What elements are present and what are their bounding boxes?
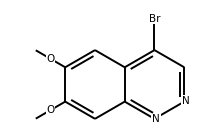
Text: O: O bbox=[46, 105, 55, 115]
Text: O: O bbox=[46, 54, 55, 64]
Text: Br: Br bbox=[149, 14, 160, 24]
Text: N: N bbox=[182, 96, 190, 106]
Text: N: N bbox=[152, 114, 160, 124]
